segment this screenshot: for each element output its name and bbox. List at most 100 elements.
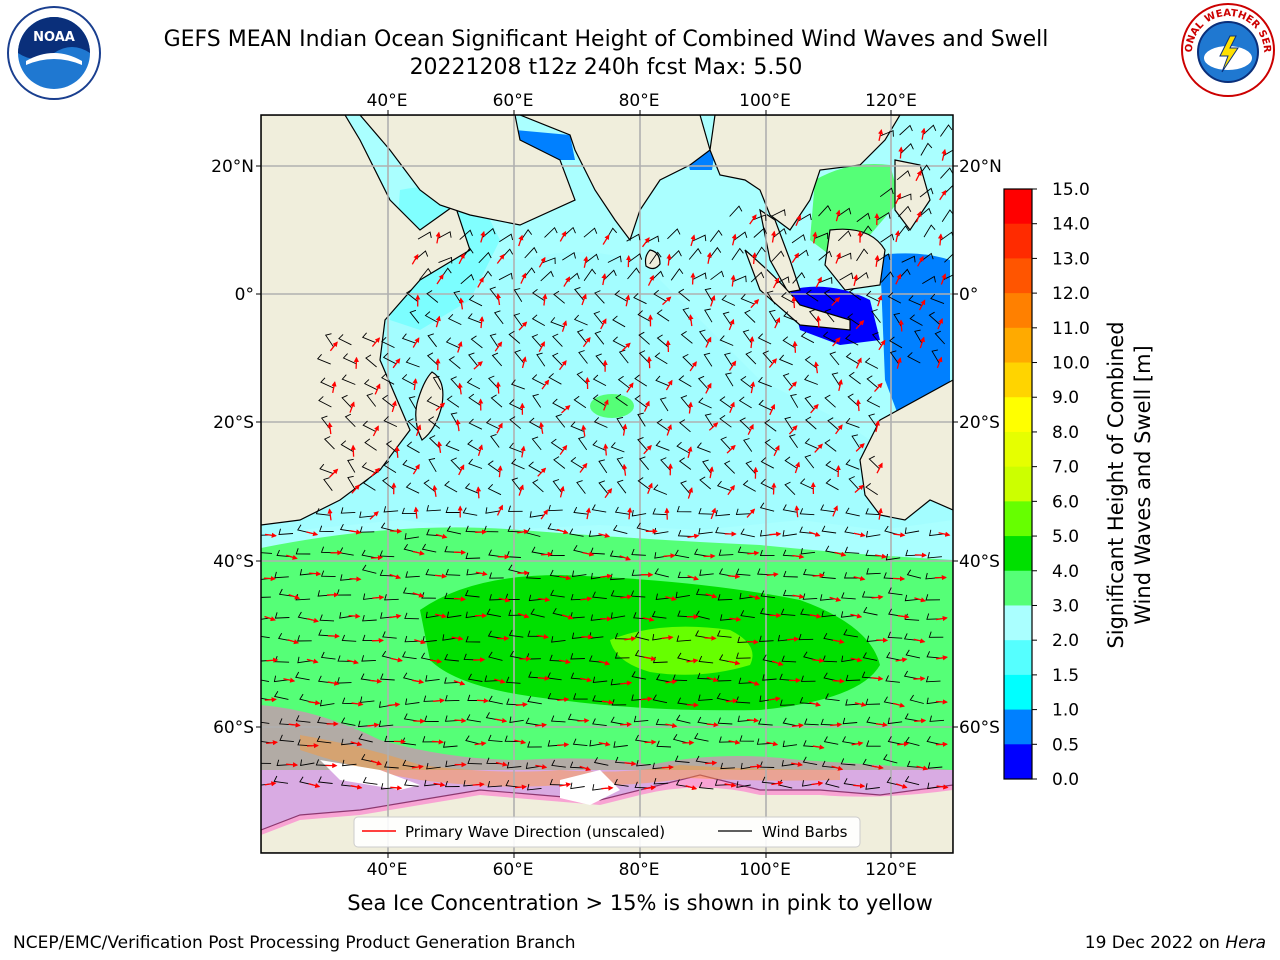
colorbar-segment <box>1004 432 1032 467</box>
sea-ice-caption: Sea Ice Concentration > 15% is shown in … <box>0 891 1280 915</box>
wave-direction-arrow <box>794 297 795 308</box>
wave-direction-arrow <box>818 317 819 328</box>
wave-direction-arrow <box>858 400 859 411</box>
colorbar-tick-label: 14.0 <box>1052 215 1090 235</box>
wave-direction-arrow <box>936 702 947 703</box>
colorbar-tick-label: 13.0 <box>1052 249 1090 269</box>
wave-direction-arrow <box>693 274 694 285</box>
wave-direction-arrow <box>557 745 568 746</box>
wave-direction-arrow <box>769 534 780 535</box>
colorbar-segment <box>1004 328 1032 363</box>
wave-direction-arrow <box>853 785 864 786</box>
wave-direction-arrow <box>541 554 552 555</box>
colorbar-tick-label: 0.0 <box>1052 770 1079 790</box>
lon-label-bottom-60e: 60°E <box>493 860 534 880</box>
lon-label-bottom-80e: 80°E <box>619 860 660 880</box>
lon-label-bottom-100e: 100°E <box>739 860 791 880</box>
wave-direction-arrow <box>645 742 656 743</box>
wave-direction-arrow <box>265 699 276 700</box>
wave-direction-arrow <box>498 383 499 394</box>
colorbar-segment <box>1004 397 1032 432</box>
colorbar-tick-label: 2.0 <box>1052 631 1079 651</box>
wave-direction-arrow <box>707 724 718 725</box>
map-legend: Primary Wave Direction (unscaled) Wind B… <box>354 817 860 847</box>
colorbar-segment <box>1004 605 1032 640</box>
wave-direction-arrow <box>264 578 275 579</box>
wave-direction-arrow <box>350 579 361 580</box>
colorbar-label-line1: Significant Height of Combined <box>1104 321 1128 648</box>
lat-label-right-20n: 20°N <box>959 157 1002 177</box>
wave-direction-arrow <box>473 784 484 785</box>
colorbar-segment <box>1004 501 1032 536</box>
wave-direction-arrow <box>813 575 824 576</box>
wave-direction-arrow <box>662 767 673 768</box>
colorbar-tick-label: 5.0 <box>1052 527 1079 547</box>
colorbar-segment <box>1004 710 1032 745</box>
colorbar-segment <box>1004 363 1032 398</box>
wave-direction-arrow <box>649 357 650 368</box>
footer-date-text: 19 Dec 2022 on <box>1085 933 1226 953</box>
wave-direction-arrow <box>747 642 758 643</box>
wave-direction-arrow <box>893 578 904 579</box>
wave-direction-arrow <box>353 446 354 457</box>
colorbar-tick-label: 6.0 <box>1052 492 1079 512</box>
wave-direction-arrow <box>455 720 466 721</box>
wave-direction-arrow <box>936 744 947 745</box>
wave-direction-arrow <box>913 678 924 679</box>
colorbar-label-line2: Wind Waves and Swell [m] <box>1131 345 1155 625</box>
lon-label-top-80e: 80°E <box>619 91 660 111</box>
footer-host: Hera <box>1225 933 1266 953</box>
wave-direction-arrow <box>349 616 360 617</box>
colorbar-segment <box>1004 224 1032 259</box>
colorbar-tick-label: 1.5 <box>1052 666 1079 686</box>
wave-direction-arrow <box>605 445 606 456</box>
colorbar-tick-label: 15.0 <box>1052 180 1090 200</box>
colorbar-segment <box>1004 293 1032 328</box>
wave-direction-arrow <box>477 700 488 701</box>
lat-label-right-0: 0° <box>959 285 978 305</box>
lat-label-right-40s: 40°S <box>959 552 1000 572</box>
colorbar-tick-label: 9.0 <box>1052 388 1079 408</box>
colorbar-tick-label: 10.0 <box>1052 354 1090 374</box>
wave-direction-arrow <box>475 532 486 533</box>
legend-wind-barbs: Wind Barbs <box>762 823 848 841</box>
colorbar-tick-label: 0.5 <box>1052 735 1079 755</box>
wave-direction-arrow <box>795 342 796 353</box>
wave-direction-arrow <box>833 681 844 682</box>
wave-direction-arrow <box>390 787 401 788</box>
wave-direction-arrow <box>705 638 716 639</box>
colorbar-segment <box>1004 675 1032 710</box>
lat-label-left-20s: 20°S <box>213 413 254 433</box>
wave-direction-arrow <box>900 148 901 159</box>
wave-direction-arrow <box>515 787 526 788</box>
colorbar-tick-label: 1.0 <box>1052 701 1079 721</box>
wave-direction-arrow <box>309 573 320 574</box>
wave-direction-arrow <box>774 484 775 495</box>
colorbar: 15.014.013.012.011.010.09.08.07.06.05.04… <box>1004 180 1090 790</box>
wave-direction-arrow <box>620 724 631 725</box>
wave-direction-arrow <box>390 531 401 532</box>
wave-direction-arrow <box>914 721 925 722</box>
lon-label-bottom-120e: 120°E <box>865 860 917 880</box>
wave-direction-arrow <box>372 597 383 598</box>
lat-label-left-0: 0° <box>235 285 254 305</box>
wave-direction-arrow <box>432 741 443 742</box>
colorbar-tick-label: 3.0 <box>1052 596 1079 616</box>
lon-label-top-100e: 100°E <box>739 91 791 111</box>
footer-date: 19 Dec 2022 on Hera <box>1085 933 1266 953</box>
colorbar-tick-label: 12.0 <box>1052 284 1090 304</box>
colorbar-segment <box>1004 258 1032 293</box>
wave-direction-arrow <box>478 487 479 498</box>
colorbar-tick-label: 4.0 <box>1052 562 1079 582</box>
lat-label-left-60s: 60°S <box>213 718 254 738</box>
wave-direction-arrow <box>266 660 277 661</box>
colorbar-segment <box>1004 467 1032 502</box>
wave-direction-arrow <box>371 557 382 558</box>
colorbar-segment <box>1004 640 1032 675</box>
lat-label-left-20n: 20°N <box>211 157 254 177</box>
wave-direction-arrow <box>667 509 668 520</box>
wave-direction-arrow <box>728 576 739 577</box>
wave-direction-arrow <box>397 447 398 458</box>
wave-direction-arrow <box>704 556 715 557</box>
